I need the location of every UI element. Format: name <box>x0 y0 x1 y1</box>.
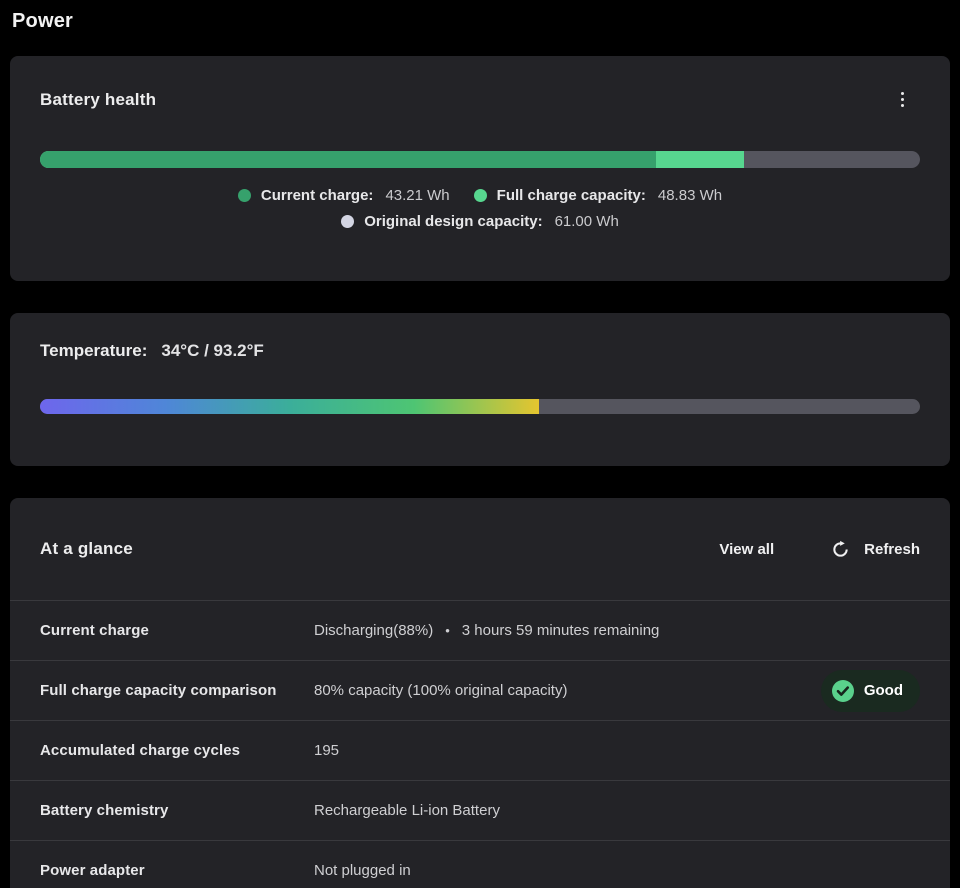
legend-item-current-charge: Current charge: 43.21 Wh <box>237 187 450 204</box>
legend-label: Original design capacity: <box>364 213 543 230</box>
row-value: 80% capacity (100% original capacity) <box>314 682 568 699</box>
kebab-menu-icon[interactable] <box>893 88 912 111</box>
battery-capacity-bar <box>40 151 920 168</box>
legend-label: Current charge: <box>260 187 374 204</box>
temperature-bar <box>40 399 920 414</box>
bullet-separator: • <box>445 623 450 638</box>
refresh-label: Refresh <box>864 540 920 558</box>
row-label: Full charge capacity comparison <box>40 682 277 699</box>
refresh-button[interactable]: Refresh <box>831 540 920 559</box>
view-all-label: View all <box>719 540 775 558</box>
row-accumulated-charge-cycles: Accumulated charge cycles 195 <box>10 720 950 780</box>
temperature-card: Temperature: 34°C / 93.2°F <box>10 313 950 466</box>
row-value: Not plugged in <box>314 862 411 879</box>
row-value: Discharging(88%) <box>314 622 434 639</box>
row-value-extra: 3 hours 59 minutes remaining <box>461 622 660 639</box>
legend-item-original-design-capacity: Original design capacity: 61.00 Wh <box>341 213 619 230</box>
temperature-value: 34°C / 93.2°F <box>161 341 264 360</box>
badge-label: Good <box>863 682 903 699</box>
legend-value: 61.00 Wh <box>554 213 619 230</box>
check-circle-icon <box>831 679 854 702</box>
refresh-icon <box>833 540 848 557</box>
row-value: Rechargeable Li-ion Battery <box>314 802 500 819</box>
row-label: Accumulated charge cycles <box>40 742 241 759</box>
temperature-label: Temperature: <box>40 341 148 360</box>
row-battery-chemistry: Battery chemistry Rechargeable Li-ion Ba… <box>10 780 950 840</box>
row-full-charge-capacity-comparison: Full charge capacity comparison 80% capa… <box>10 660 950 720</box>
row-label: Current charge <box>40 622 149 639</box>
original-design-capacity-dot-icon <box>341 215 355 228</box>
full-charge-capacity-dot-icon <box>473 189 487 202</box>
page-title: Power <box>12 10 74 32</box>
battery-health-title: Battery health <box>40 90 157 109</box>
status-badge: Good <box>820 669 920 712</box>
row-current-charge: Current charge Discharging(88%) • 3 hour… <box>10 600 950 660</box>
battery-legend: Current charge: 43.21 Wh Full charge cap… <box>40 187 920 230</box>
row-power-adapter: Power adapter Not plugged in <box>10 840 950 888</box>
legend-item-full-charge-capacity: Full charge capacity: 48.83 Wh <box>473 187 723 204</box>
view-all-button[interactable]: View all <box>719 541 774 558</box>
at-a-glance-title: At a glance <box>40 539 133 558</box>
legend-value: 48.83 Wh <box>657 187 723 204</box>
row-value: 195 <box>314 742 340 759</box>
current-charge-dot-icon <box>237 189 251 202</box>
legend-label: Full charge capacity: <box>496 187 646 204</box>
at-a-glance-card: At a glance View all Refresh Current cha… <box>10 498 950 888</box>
current-charge-segment <box>40 151 656 168</box>
row-label: Battery chemistry <box>40 802 169 819</box>
temperature-fill <box>40 399 539 414</box>
battery-health-card: Battery health Current charge: 43.21 Wh … <box>10 56 950 281</box>
row-label: Power adapter <box>40 862 145 879</box>
legend-value: 43.21 Wh <box>385 187 450 204</box>
